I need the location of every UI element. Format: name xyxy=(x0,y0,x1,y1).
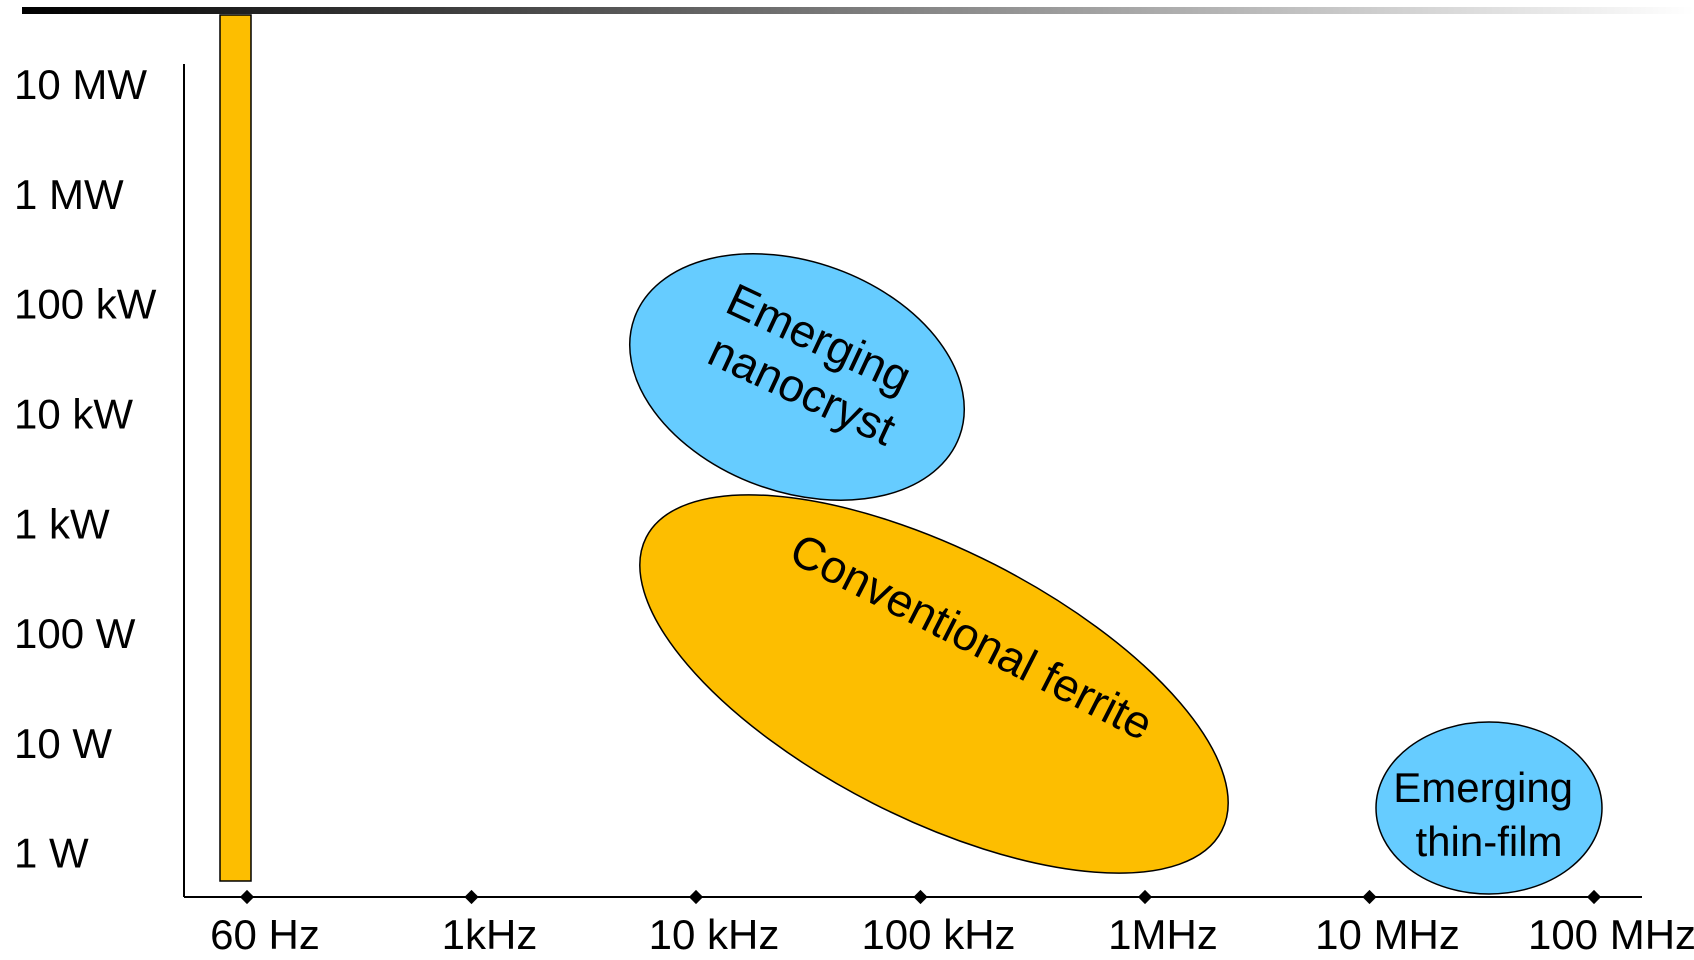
x-tick-marks: 60 Hz 1kHz 10 kHz 100 kHz 1MHz 10 MHz 100 MHz xyxy=(210,889,1694,958)
thin-film-label-line-1: Emerging xyxy=(1393,764,1573,811)
x-tick-label: 10 kHz xyxy=(649,911,780,955)
y-tick-label: 100 kW xyxy=(14,281,157,328)
x-tick-label: 100 MHz xyxy=(1528,911,1694,955)
y-tick-label: 10 W xyxy=(14,720,112,767)
y-tick-label: 10 MW xyxy=(14,61,147,108)
region-thin-film: Emerging thin-film xyxy=(1375,721,1603,895)
region-ferrite: Conventional ferrite xyxy=(639,494,1229,874)
x-tick-marker xyxy=(1586,889,1602,905)
y-tick-label: 1 kW xyxy=(14,500,110,547)
y-tick-labels: 10 MW 1 MW 100 kW 10 kW 1 kW 100 W 10 W 1 W xyxy=(14,61,157,877)
y-tick-label: 1 MW xyxy=(14,171,124,218)
x-tick-marker xyxy=(1137,889,1153,905)
nanocryst-ellipse xyxy=(628,253,966,501)
region-nanocryst: Emerging nanocryst xyxy=(628,253,966,501)
x-tick-marker xyxy=(239,889,255,905)
thin-film-ellipse xyxy=(1375,721,1603,895)
x-tick-marker xyxy=(688,889,704,905)
y-tick-label: 1 W xyxy=(14,830,89,877)
header-rule xyxy=(22,7,1694,14)
x-tick-marker xyxy=(1362,889,1377,905)
x-tick-label: 1kHz xyxy=(442,911,538,955)
y-tick-label: 10 kW xyxy=(14,390,133,437)
y-tick-label: 100 W xyxy=(14,610,136,657)
thin-film-label-line-2: thin-film xyxy=(1415,818,1562,865)
x-tick-label: 60 Hz xyxy=(210,911,320,955)
x-tick-marker xyxy=(913,889,928,905)
ferrite-ellipse xyxy=(639,494,1229,874)
x-tick-label: 100 kHz xyxy=(861,911,1015,955)
x-tick-marker xyxy=(464,889,479,905)
thin-film-label: Emerging thin-film xyxy=(1393,764,1584,865)
band-60hz xyxy=(219,14,252,882)
x-tick-label: 10 MHz xyxy=(1315,911,1460,955)
x-tick-label: 1MHz xyxy=(1108,911,1218,955)
